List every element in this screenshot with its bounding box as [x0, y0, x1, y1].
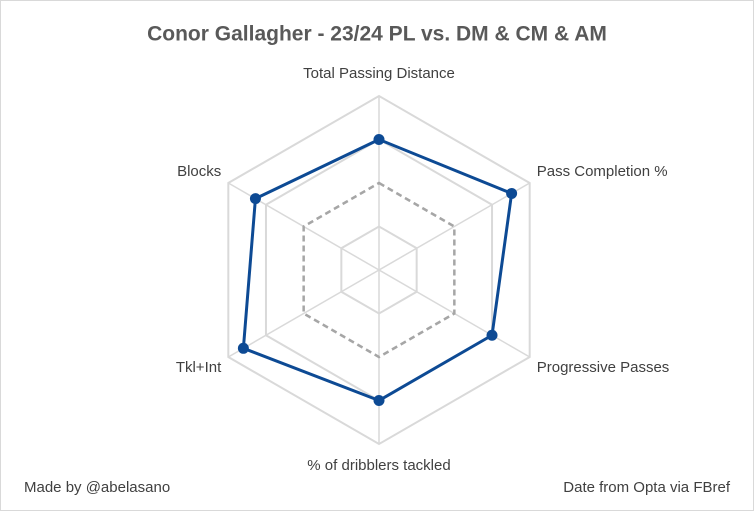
axis-label: Progressive Passes [537, 359, 670, 376]
axis-label: Tkl+Int [176, 359, 222, 376]
axis-label: Blocks [177, 163, 221, 180]
axis-label: Total Passing Distance [303, 65, 455, 82]
chart-title: Conor Gallagher - 23/24 PL vs. DM & CM &… [147, 23, 607, 46]
source-note: Date from Opta via FBref [563, 479, 731, 496]
data-point [237, 342, 249, 354]
axis-label: % of dribblers tackled [307, 457, 450, 474]
grid-ring [227, 94, 531, 446]
spoke [378, 182, 531, 271]
data-point [506, 187, 518, 199]
axis-label: Pass Completion % [537, 163, 668, 180]
data-point [373, 134, 385, 145]
grid-ring [340, 225, 418, 315]
data-point [486, 329, 498, 341]
credit-note: Made by @abelasano [24, 479, 170, 496]
data-point [249, 193, 261, 205]
data-point [373, 395, 385, 406]
spoke [227, 269, 380, 358]
grid-ring [302, 181, 456, 359]
